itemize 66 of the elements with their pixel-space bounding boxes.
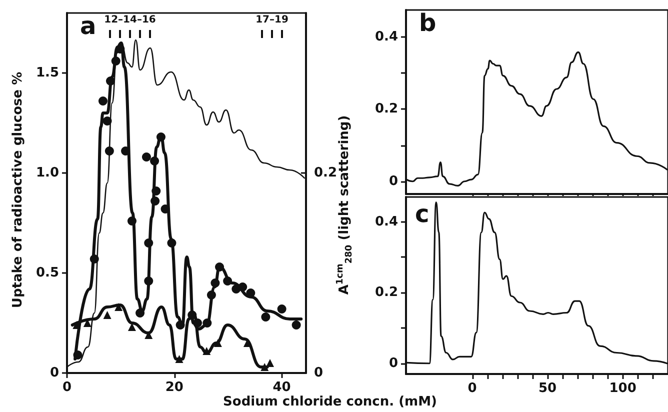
annotation: 17–19 (256, 14, 288, 26)
point (144, 331, 153, 339)
point (103, 311, 112, 319)
x-tick-label: 100 (609, 381, 636, 396)
point (72, 321, 81, 329)
point (104, 146, 114, 156)
point (193, 318, 202, 328)
point (214, 339, 222, 347)
point (116, 44, 125, 54)
point (102, 116, 112, 126)
point (266, 359, 274, 367)
point (292, 320, 301, 330)
y-tick-label: 0.2 (374, 285, 398, 300)
point (176, 320, 185, 330)
point (111, 56, 120, 66)
y-tick-label: 1.0 (36, 166, 59, 180)
point (128, 323, 136, 331)
y-tick-label: 0.5 (36, 266, 59, 280)
point (90, 254, 99, 264)
point (136, 308, 145, 318)
y-tick-label: 0.4 (374, 30, 398, 45)
point (167, 238, 176, 248)
y-tick-label: 0.2 (374, 102, 398, 117)
point (206, 290, 216, 300)
point (106, 76, 115, 86)
x-tick-label: 0 (62, 380, 72, 395)
x-tick-label: 0 (468, 381, 477, 396)
point (210, 278, 220, 288)
point (175, 355, 184, 363)
point (73, 350, 82, 360)
point (223, 276, 232, 286)
point (127, 216, 136, 226)
point (114, 303, 123, 311)
y-tick-label: 0.4 (374, 214, 398, 230)
y-tick-label: 1.5 (36, 66, 59, 80)
y2-tick-label: 0 (314, 366, 324, 380)
x-axis-title: Sodium chloride concn. (mM) (223, 394, 437, 410)
point (144, 276, 154, 286)
x-tick-label: 20 (165, 380, 184, 395)
point (98, 96, 108, 106)
point (144, 238, 154, 248)
point (150, 196, 160, 206)
point (215, 262, 224, 272)
point (238, 282, 248, 292)
chart-title: b (419, 9, 436, 37)
point (202, 318, 212, 328)
point (277, 304, 286, 314)
point (156, 132, 166, 142)
y-tick-label: 0 (388, 174, 398, 189)
chart-title: a (80, 12, 96, 40)
x-tick-label: 40 (272, 380, 291, 395)
y-tick-label: 0 (50, 366, 59, 380)
y-tick-label: 0 (388, 356, 398, 371)
point (202, 347, 211, 355)
point (188, 310, 197, 320)
y2-tick-label: 0.2 (314, 166, 337, 180)
x-tick-label: 50 (538, 381, 557, 396)
point (152, 186, 161, 196)
point (160, 204, 170, 214)
annotation: 12–14–16 (104, 14, 156, 26)
point (150, 156, 160, 166)
point (260, 363, 269, 371)
point (142, 152, 151, 162)
point (261, 312, 270, 322)
y-axis-title: Uptake of radioactive glucose % (10, 72, 26, 308)
chart-title: c (415, 200, 430, 228)
